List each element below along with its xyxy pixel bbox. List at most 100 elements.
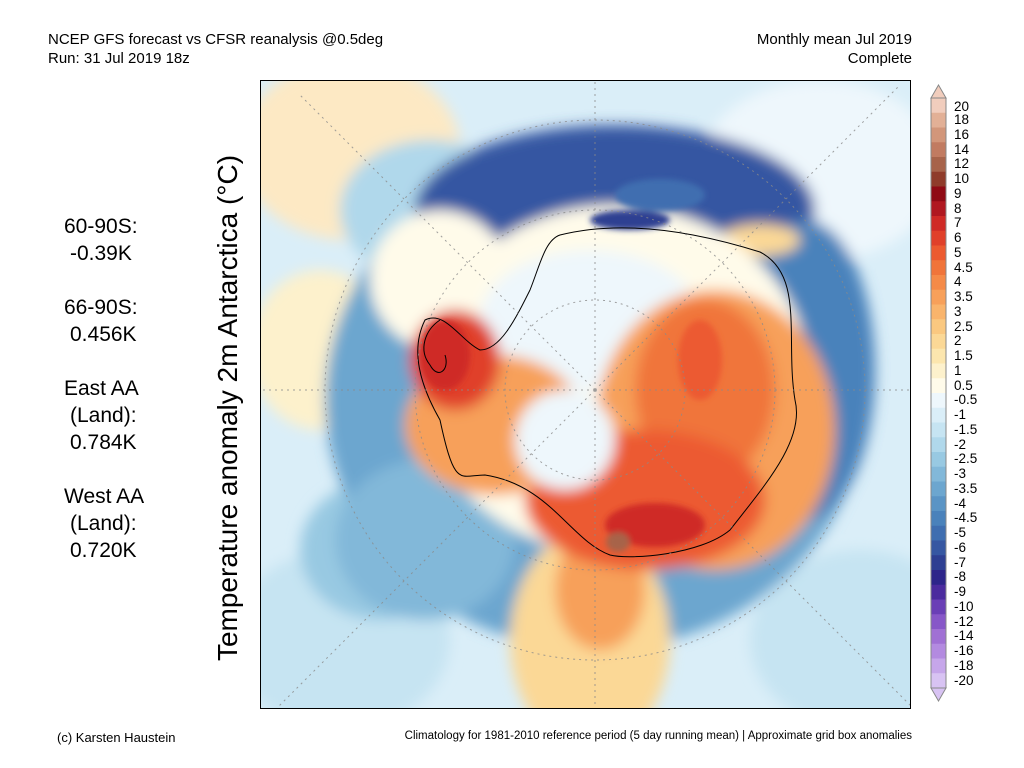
colorbar-tick-label: 4 bbox=[954, 274, 962, 290]
colorbar-swatch bbox=[931, 614, 946, 630]
stat-label: East AA bbox=[64, 377, 139, 400]
antarctic-coastline bbox=[417, 227, 797, 558]
colorbar-swatch bbox=[931, 540, 946, 556]
map-ylabel: Temperature anomaly 2m Antarctica (°C) bbox=[212, 154, 243, 662]
anomaly-map bbox=[260, 80, 911, 709]
colorbar-tick-label: -18 bbox=[954, 657, 974, 673]
colorbar-tick-label: -5 bbox=[954, 525, 967, 541]
stat-sublabel: (Land): bbox=[70, 404, 137, 427]
colorbar-swatch bbox=[931, 481, 946, 497]
graticule bbox=[260, 80, 911, 709]
colorbar-tick-label: -3.5 bbox=[954, 480, 978, 496]
colorbar-tick-label: -4 bbox=[954, 495, 967, 511]
colorbar-tick-label: -14 bbox=[954, 628, 974, 644]
stat-west-aa: West AA (Land): 0.720K bbox=[64, 483, 194, 564]
colorbar-tick-label: -6 bbox=[954, 539, 967, 555]
stat-value: -0.39K bbox=[70, 242, 132, 265]
colorbar-swatch bbox=[931, 629, 946, 645]
colorbar-svg bbox=[930, 83, 947, 703]
period-status: Complete bbox=[847, 50, 912, 67]
colorbar-tick-label: 10 bbox=[954, 171, 970, 187]
colorbar-tick-label: 5 bbox=[954, 244, 962, 260]
colorbar-swatch bbox=[931, 98, 946, 114]
colorbar-swatch bbox=[931, 437, 946, 453]
colorbar-swatch bbox=[931, 407, 946, 423]
colorbar-tick-label: 12 bbox=[954, 156, 970, 172]
colorbar-tick-label: 4.5 bbox=[954, 259, 973, 275]
colorbar-tick-label: -0.5 bbox=[954, 392, 978, 408]
colorbar-swatch bbox=[931, 275, 946, 291]
map-frame bbox=[260, 80, 911, 709]
colorbar-swatch bbox=[931, 171, 946, 187]
colorbar-swatch bbox=[931, 599, 946, 615]
colorbar-swatch bbox=[931, 348, 946, 364]
colorbar-swatch bbox=[931, 201, 946, 217]
stat-60-90s: 60-90S: -0.39K bbox=[64, 213, 194, 267]
colorbar-swatch bbox=[931, 658, 946, 674]
stat-value: 0.720K bbox=[70, 539, 137, 562]
colorbar-swatch bbox=[931, 673, 946, 689]
header-left: NCEP GFS forecast vs CFSR reanalysis @0.… bbox=[48, 30, 383, 68]
anomaly-hotspots bbox=[420, 179, 722, 552]
colorbar-tick-label: -3 bbox=[954, 466, 967, 482]
colorbar-swatch bbox=[931, 142, 946, 158]
colorbar-swatch bbox=[931, 511, 946, 527]
colorbar-swatch bbox=[931, 319, 946, 335]
colorbar-swatch bbox=[931, 452, 946, 468]
colorbar-swatch bbox=[931, 643, 946, 659]
colorbar-swatch bbox=[931, 496, 946, 512]
model-title: NCEP GFS forecast vs CFSR reanalysis @0.… bbox=[48, 31, 384, 48]
colorbar-tick-label: 3.5 bbox=[954, 289, 973, 305]
colorbar-swatch bbox=[931, 157, 946, 173]
colorbar-tick-label: -7 bbox=[954, 554, 967, 570]
colorbar-swatch bbox=[931, 216, 946, 232]
regional-stats: 60-90S: -0.39K 66-90S: 0.456K East AA (L… bbox=[64, 213, 194, 591]
colorbar-swatch bbox=[931, 127, 946, 143]
colorbar-swatch bbox=[931, 584, 946, 600]
colorbar-tick-label: -4.5 bbox=[954, 510, 978, 526]
colorbar-tick-label: -16 bbox=[954, 643, 974, 659]
run-time: Run: 31 Jul 2019 18z bbox=[48, 50, 190, 67]
climatology-note: Climatology for 1981-2010 reference peri… bbox=[404, 730, 912, 742]
colorbar-tick-label: -2 bbox=[954, 436, 967, 452]
colorbar-swatch bbox=[931, 230, 946, 246]
colorbar-swatch bbox=[931, 466, 946, 482]
stat-value: 0.456K bbox=[70, 323, 137, 346]
colorbar-tick-label: -1 bbox=[954, 407, 967, 423]
colorbar-swatch bbox=[931, 112, 946, 128]
colorbar-swatch bbox=[931, 334, 946, 350]
colorbar-tick-label: -10 bbox=[954, 598, 974, 614]
colorbar-swatch bbox=[931, 363, 946, 379]
header-right: Monthly mean Jul 2019 Complete bbox=[757, 30, 912, 68]
colorbar-tick-label: -9 bbox=[954, 584, 967, 600]
colorbar-tick-label: 2.5 bbox=[954, 318, 973, 334]
colorbar-tick-label: 3 bbox=[954, 303, 962, 319]
credit: (c) Karsten Haustein bbox=[57, 730, 176, 745]
colorbar-tick-label: 20 bbox=[954, 99, 970, 114]
stat-label: 66-90S: bbox=[64, 296, 138, 319]
colorbar: 20 18 16 14 12 10 9 8 7 6 5 4.5 4 3.5 3 2.5 2 1.5 1 0.5 -0.5… bbox=[928, 83, 1024, 703]
period-title: Monthly mean Jul 2019 bbox=[756, 31, 912, 48]
colorbar-tick-label: 1.5 bbox=[954, 348, 973, 364]
colorbar-tick-label: 9 bbox=[954, 185, 962, 201]
colorbar-swatch bbox=[931, 393, 946, 409]
colorbar-swatch bbox=[931, 289, 946, 305]
polar-map-svg bbox=[260, 80, 911, 709]
colorbar-tick-label: 7 bbox=[954, 215, 962, 231]
colorbar-swatch bbox=[931, 245, 946, 261]
stat-east-aa: East AA (Land): 0.784K bbox=[64, 375, 194, 456]
stat-value: 0.784K bbox=[70, 431, 137, 454]
colorbar-swatch bbox=[931, 570, 946, 586]
colorbar-swatch bbox=[931, 260, 946, 276]
colorbar-swatch bbox=[931, 525, 946, 541]
colorbar-tick-label: 2 bbox=[954, 333, 962, 349]
colorbar-swatch bbox=[931, 186, 946, 202]
stat-label: West AA bbox=[64, 485, 145, 508]
colorbar-max-arrow bbox=[930, 83, 947, 99]
colorbar-swatch bbox=[931, 378, 946, 394]
colorbar-tick-label: -8 bbox=[954, 569, 967, 585]
peninsula-coastline bbox=[423, 319, 447, 373]
stat-66-90s: 66-90S: 0.456K bbox=[64, 294, 194, 348]
anomaly-field bbox=[260, 80, 911, 709]
stat-label: 60-90S: bbox=[64, 215, 138, 238]
